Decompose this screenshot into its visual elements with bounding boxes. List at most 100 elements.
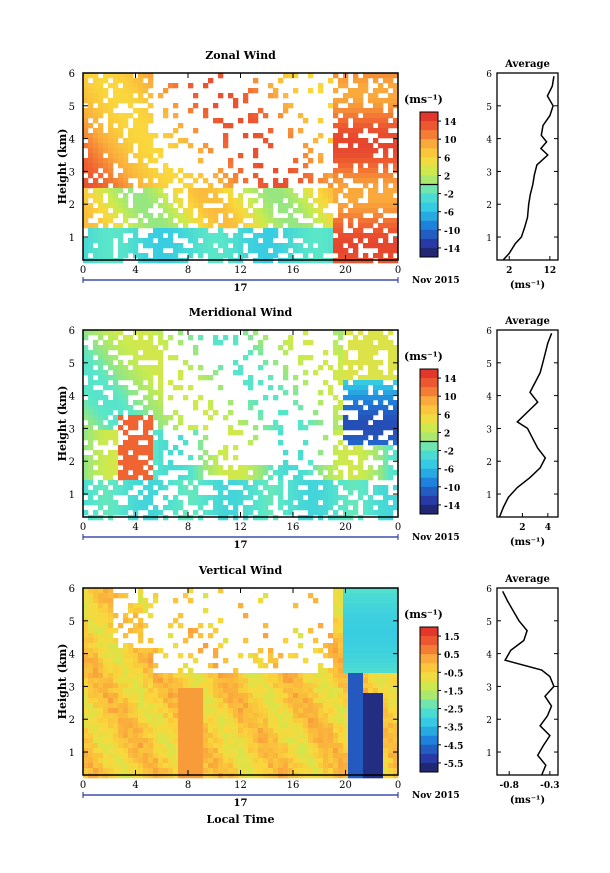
- heatmap-cell: [138, 380, 144, 386]
- heatmap-cell: [148, 733, 154, 739]
- heatmap-cell: [233, 430, 239, 436]
- heatmap-cell: [103, 633, 109, 639]
- heatmap-cell: [233, 743, 239, 749]
- heatmap-cell: [103, 768, 109, 774]
- heatmap-cell: [153, 450, 159, 456]
- heatmap-cell: [178, 693, 184, 699]
- heatmap-cell: [313, 138, 319, 144]
- heatmap-cell: [343, 455, 349, 461]
- heatmap-cell: [88, 648, 94, 654]
- heatmap-cell: [123, 88, 129, 94]
- heatmap-cell: [323, 193, 329, 199]
- heatmap-cell: [143, 733, 149, 739]
- heatmap-cell: [363, 470, 369, 476]
- heatmap-cell: [353, 475, 359, 481]
- heatmap-cell: [228, 158, 234, 164]
- heatmap-cell: [313, 648, 319, 654]
- heatmap-cell: [148, 243, 154, 249]
- heatmap-cell: [333, 133, 339, 139]
- colorbar-tick-label: 6: [444, 411, 450, 421]
- heatmap-cell: [168, 395, 174, 401]
- heatmap-cell: [378, 728, 384, 734]
- heatmap-cell: [153, 593, 159, 599]
- heatmap-cell: [383, 768, 389, 774]
- heatmap-cell: [268, 648, 274, 654]
- heatmap-cell: [373, 168, 379, 174]
- heatmap-cell: [368, 395, 374, 401]
- heatmap-cell: [158, 698, 164, 704]
- heatmap-cell: [258, 713, 264, 719]
- heatmap-cell: [318, 248, 324, 254]
- heatmap-cell: [343, 608, 349, 614]
- heatmap-cell: [158, 733, 164, 739]
- heatmap-cell: [338, 718, 344, 724]
- heatmap-cell: [363, 88, 369, 94]
- heatmap-cell: [113, 683, 119, 689]
- heatmap-cell: [308, 188, 314, 194]
- heatmap-cell: [83, 430, 89, 436]
- heatmap-cell: [168, 335, 174, 341]
- heatmap-cell: [193, 475, 199, 481]
- heatmap-cell: [388, 708, 394, 714]
- profile-y-tick-label: 3: [486, 425, 492, 435]
- heatmap-cell: [128, 88, 134, 94]
- heatmap-cell: [273, 243, 279, 249]
- heatmap-cell: [213, 480, 219, 486]
- heatmap-cell: [193, 400, 199, 406]
- heatmap-cell: [288, 673, 294, 679]
- heatmap-cell: [128, 618, 134, 624]
- colorbar-band: [420, 645, 438, 655]
- heatmap-cell: [358, 178, 364, 184]
- heatmap-cell: [163, 253, 169, 259]
- heatmap-cell: [178, 613, 184, 619]
- heatmap-cell: [123, 430, 129, 436]
- heatmap-cell: [308, 485, 314, 491]
- heatmap-cell: [338, 163, 344, 169]
- heatmap-cell: [343, 643, 349, 649]
- heatmap-cell: [88, 440, 94, 446]
- heatmap-cell: [188, 743, 194, 749]
- heatmap-cell: [178, 738, 184, 744]
- heatmap-cell: [98, 138, 104, 144]
- heatmap-cell: [348, 365, 354, 371]
- heatmap-cell: [363, 743, 369, 749]
- heatmap-cell: [393, 485, 399, 491]
- colorbar-tick-label: 14: [444, 375, 457, 385]
- heatmap-cell: [153, 370, 159, 376]
- heatmap-cell: [348, 658, 354, 664]
- heatmap-cell: [103, 753, 109, 759]
- heatmap-cell: [123, 668, 129, 674]
- colorbar-band: [420, 432, 438, 442]
- heatmap-cell: [363, 638, 369, 644]
- heatmap-cell: [213, 693, 219, 699]
- heatmap-cell: [248, 228, 254, 234]
- heatmap-cell: [128, 455, 134, 461]
- heatmap-cell: [138, 153, 144, 159]
- heatmap-cell: [98, 183, 104, 189]
- heatmap-cell: [103, 683, 109, 689]
- heatmap-cell: [323, 350, 329, 356]
- heatmap-cell: [353, 113, 359, 119]
- heatmap-cell: [148, 118, 154, 124]
- heatmap-cell: [348, 460, 354, 466]
- heatmap-cell: [158, 753, 164, 759]
- heatmap-cell: [143, 678, 149, 684]
- heatmap-cell: [328, 213, 334, 219]
- heatmap-cell: [103, 678, 109, 684]
- heatmap-cell: [278, 748, 284, 754]
- heatmap-cell: [318, 623, 324, 629]
- heatmap-cell: [98, 233, 104, 239]
- heatmap-cell: [348, 648, 354, 654]
- heatmap-cell: [353, 723, 359, 729]
- heatmap-cell: [208, 713, 214, 719]
- heatmap-cell: [88, 248, 94, 254]
- heatmap-cell: [293, 248, 299, 254]
- heatmap-cell: [128, 768, 134, 774]
- heatmap-cell: [373, 693, 379, 699]
- heatmap-cell: [283, 183, 289, 189]
- heatmap-cell: [253, 208, 259, 214]
- heatmap-cell: [363, 648, 369, 654]
- heatmap-cell: [148, 113, 154, 119]
- heatmap-cell: [133, 653, 139, 659]
- heatmap-cell: [98, 683, 104, 689]
